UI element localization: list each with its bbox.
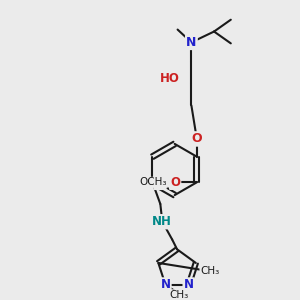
Text: N: N xyxy=(186,36,197,49)
Text: CH₃: CH₃ xyxy=(200,266,219,276)
Text: O: O xyxy=(191,132,202,146)
Text: NH: NH xyxy=(152,215,172,228)
Text: O: O xyxy=(170,176,180,189)
Text: O: O xyxy=(155,176,165,189)
Text: CH₃: CH₃ xyxy=(169,290,188,300)
Text: N: N xyxy=(160,278,170,292)
Text: HO: HO xyxy=(160,72,180,85)
Text: OCH₃: OCH₃ xyxy=(140,177,167,187)
Text: N: N xyxy=(184,278,194,292)
